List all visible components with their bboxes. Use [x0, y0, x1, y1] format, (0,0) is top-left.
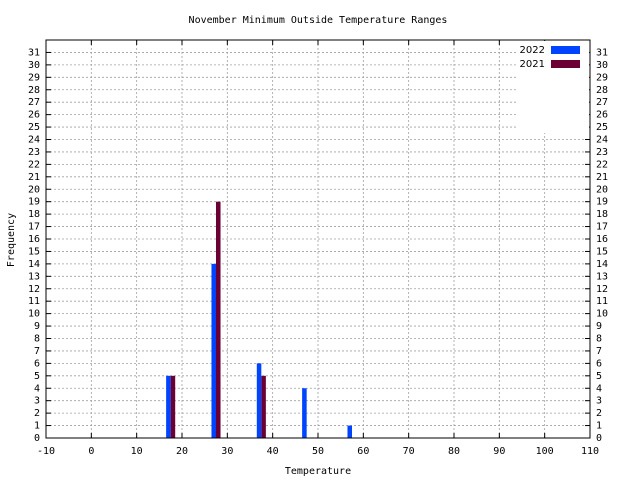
y-tick-label: 26 — [28, 110, 40, 121]
x-tick-label: 30 — [221, 446, 233, 457]
y-tick-label: 28 — [28, 85, 40, 96]
y-tick-label: 17 — [28, 222, 40, 233]
y2-tick-label: 4 — [596, 383, 602, 394]
y-tick-label: 13 — [28, 271, 40, 282]
y-tick-label: 6 — [34, 358, 40, 369]
y-tick-label: 9 — [34, 321, 40, 332]
y2-tick-label: 19 — [596, 197, 608, 208]
y2-tick-label: 21 — [596, 172, 608, 183]
y-tick-label: 21 — [28, 172, 40, 183]
bar — [211, 263, 216, 438]
x-axis-label: Temperature — [285, 466, 351, 477]
x-tick-label: 60 — [357, 446, 369, 457]
x-tick-label: 10 — [131, 446, 143, 457]
y2-tick-label: 28 — [596, 85, 608, 96]
y2-tick-label: 29 — [596, 72, 608, 83]
y2-tick-label: 22 — [596, 159, 608, 170]
y-tick-label: 8 — [34, 334, 40, 345]
y2-tick-label: 18 — [596, 209, 608, 220]
y-tick-label: 12 — [28, 284, 40, 295]
y2-tick-label: 12 — [596, 284, 608, 295]
y2-tick-label: 14 — [596, 259, 608, 270]
legend-swatch — [551, 46, 580, 54]
plot-border — [45, 39, 591, 439]
y2-tick-label: 27 — [596, 97, 608, 108]
legend-swatch — [551, 60, 580, 68]
y-tick-label: 10 — [28, 309, 40, 320]
x-tick-label: -10 — [37, 446, 55, 457]
y2-tick-label: 10 — [596, 309, 608, 320]
y2-tick-label: 31 — [596, 47, 608, 58]
y2-tick-label: 30 — [596, 60, 608, 71]
y2-tick-label: 0 — [596, 433, 602, 444]
y2-tick-label: 1 — [596, 421, 602, 432]
bar — [216, 201, 221, 438]
y-tick-label: 2 — [34, 408, 40, 419]
y2-tick-label: 24 — [596, 135, 608, 146]
y2-tick-label: 7 — [596, 346, 602, 357]
y-tick-label: 30 — [28, 60, 40, 71]
bar — [256, 363, 262, 438]
legend-label: 2022 — [520, 45, 545, 56]
x-tick-label: 20 — [176, 446, 188, 457]
y2-tick-label: 5 — [596, 371, 602, 382]
chart-title: November Minimum Outside Temperature Ran… — [189, 15, 448, 26]
y2-tick-label: 25 — [596, 122, 608, 133]
y-tick-label: 15 — [28, 246, 40, 257]
x-tick-label: 100 — [536, 446, 554, 457]
bar — [347, 425, 352, 438]
y-tick-label: 1 — [34, 421, 40, 432]
y2-tick-label: 17 — [596, 222, 608, 233]
y-tick-label: 24 — [28, 135, 40, 146]
x-tick-label: 110 — [581, 446, 599, 457]
y-tick-label: 3 — [34, 396, 40, 407]
y-tick-label: 16 — [28, 234, 40, 245]
x-tick-label: 0 — [88, 446, 94, 457]
y2-tick-label: 3 — [596, 396, 602, 407]
y-tick-label: 23 — [28, 147, 40, 158]
y2-tick-label: 11 — [596, 296, 608, 307]
y-tick-label: 25 — [28, 122, 40, 133]
y-tick-label: 7 — [34, 346, 40, 357]
y-tick-label: 18 — [28, 209, 40, 220]
x-tick-label: 70 — [403, 446, 415, 457]
y-tick-label: 29 — [28, 72, 40, 83]
bar — [261, 375, 266, 438]
y2-tick-label: 13 — [596, 271, 608, 282]
x-tick-label: 50 — [312, 446, 324, 457]
y-tick-label: 11 — [28, 296, 40, 307]
legend-box — [518, 41, 589, 133]
y2-tick-label: 26 — [596, 110, 608, 121]
y-tick-label: 27 — [28, 97, 40, 108]
bar — [302, 388, 307, 438]
y2-tick-label: 2 — [596, 408, 602, 419]
y2-tick-label: 8 — [596, 334, 602, 345]
y2-tick-label: 9 — [596, 321, 602, 332]
y-tick-label: 22 — [28, 159, 40, 170]
y2-tick-label: 16 — [596, 234, 608, 245]
y2-tick-label: 6 — [596, 358, 602, 369]
y-tick-label: 14 — [28, 259, 40, 270]
x-tick-label: 80 — [448, 446, 460, 457]
y2-tick-label: 20 — [596, 184, 608, 195]
y-tick-label: 5 — [34, 371, 40, 382]
y-tick-label: 20 — [28, 184, 40, 195]
y-axis-label: Frequency — [6, 213, 17, 267]
legend-label: 2021 — [520, 59, 545, 70]
y2-tick-label: 23 — [596, 147, 608, 158]
y-tick-label: 4 — [34, 383, 40, 394]
x-tick-label: 90 — [493, 446, 505, 457]
y2-tick-label: 15 — [596, 246, 608, 257]
bar — [166, 375, 171, 438]
x-tick-label: 40 — [267, 446, 279, 457]
y-tick-label: 19 — [28, 197, 40, 208]
y-tick-label: 0 — [34, 433, 40, 444]
bar — [170, 375, 176, 438]
y-tick-label: 31 — [28, 47, 40, 58]
